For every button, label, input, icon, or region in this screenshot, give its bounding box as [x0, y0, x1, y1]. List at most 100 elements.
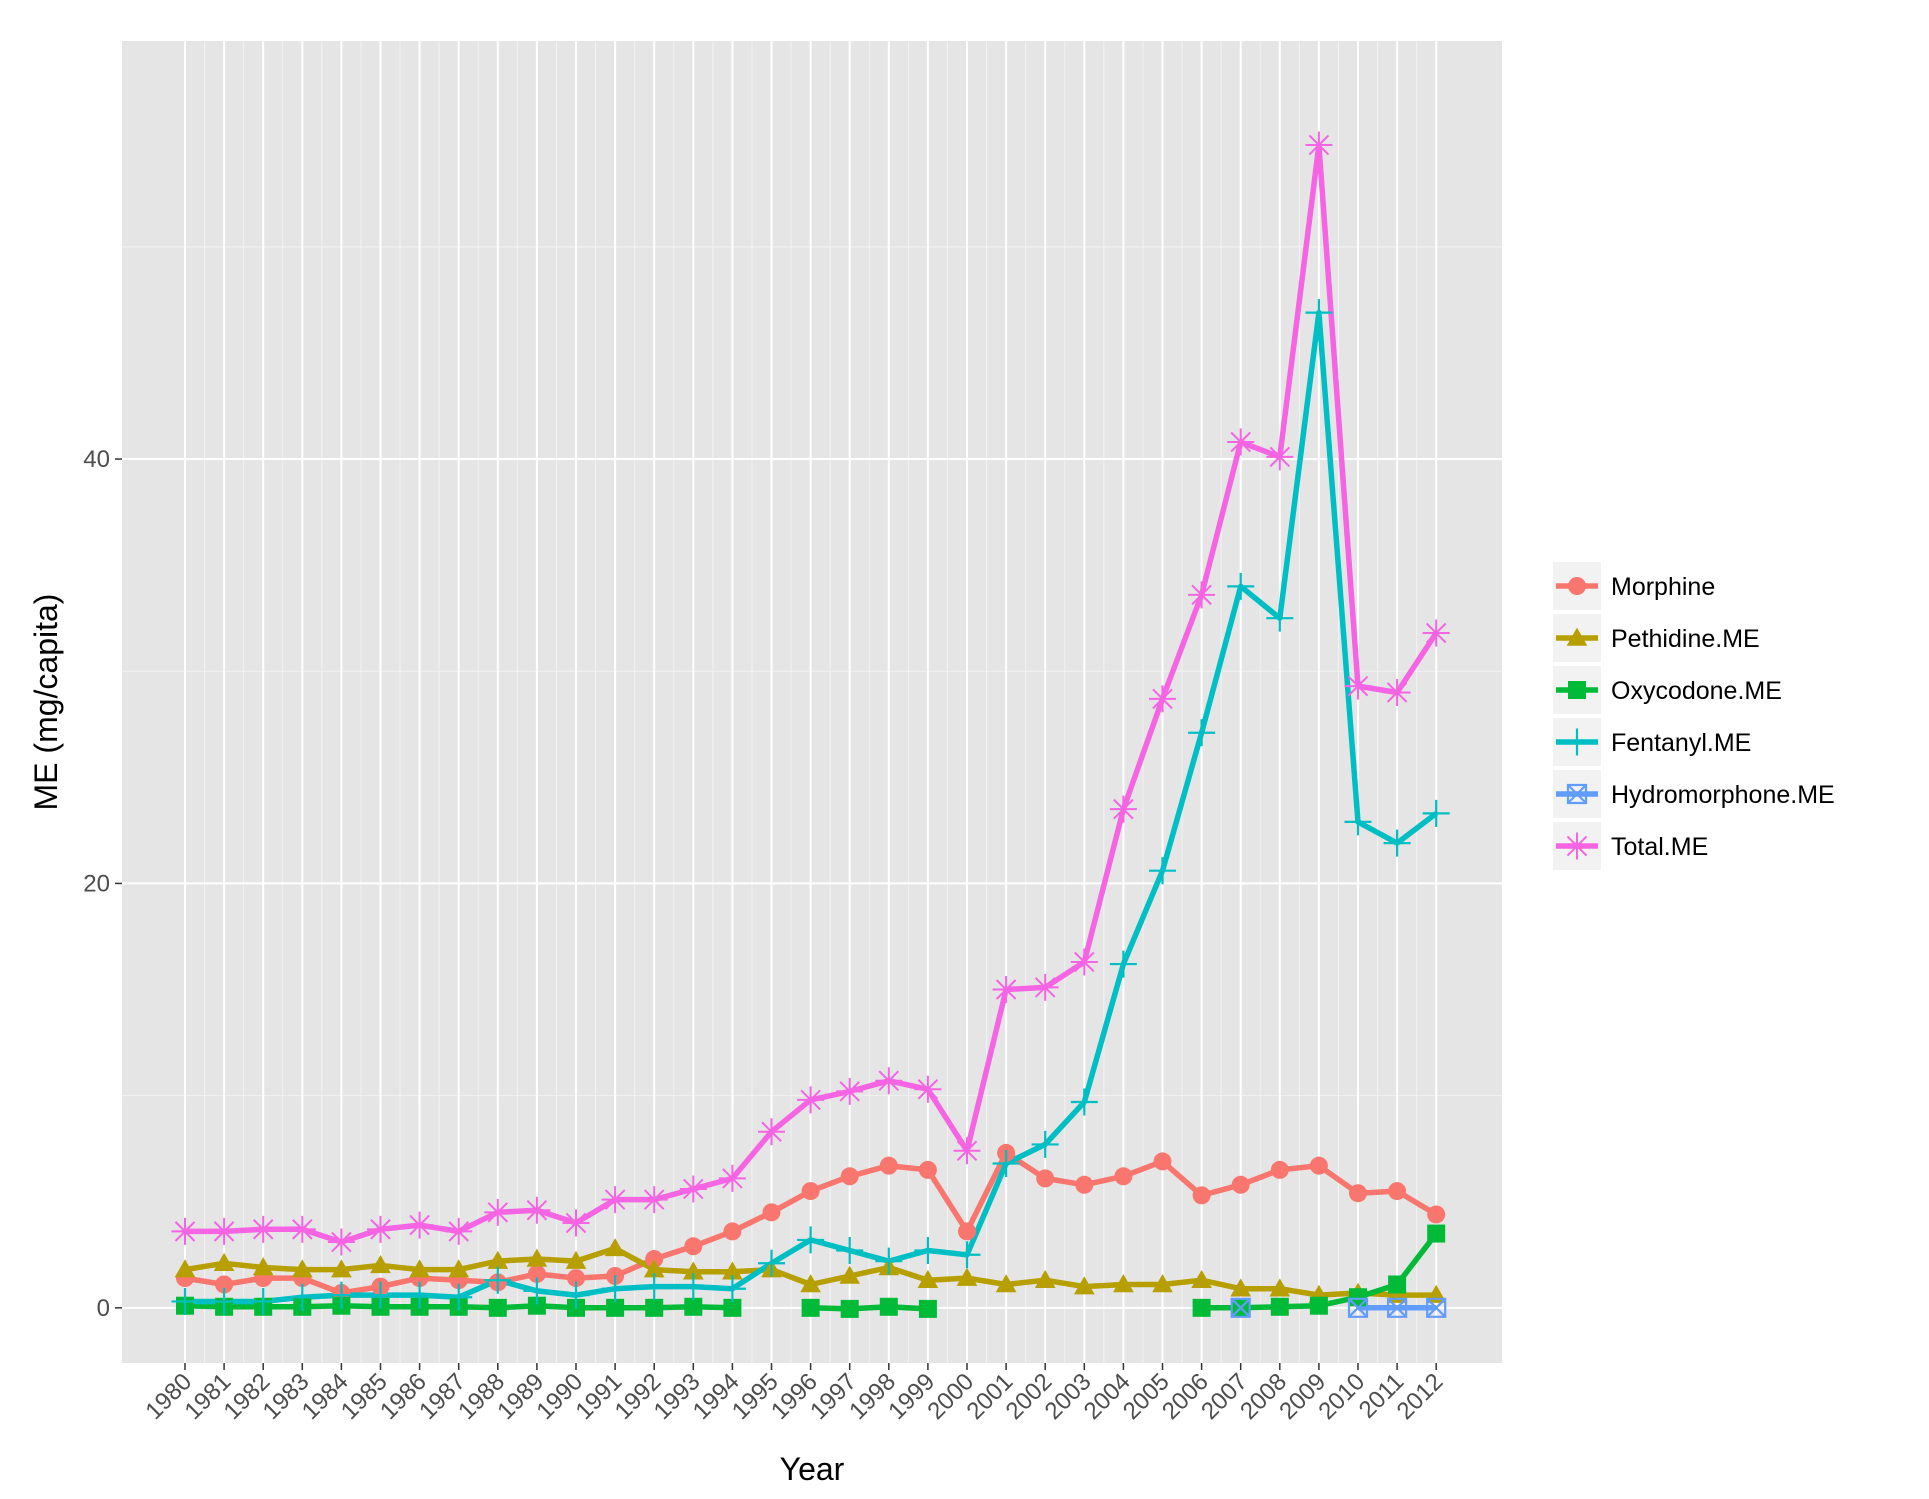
point-marker — [488, 1298, 507, 1317]
point-marker — [1075, 1175, 1094, 1194]
point-marker — [174, 1259, 196, 1278]
point-marker — [992, 1150, 1020, 1178]
point-marker — [1566, 627, 1588, 646]
point-marker — [1422, 799, 1450, 827]
point-marker — [215, 1275, 234, 1294]
point-marker — [1153, 1152, 1172, 1171]
point-marker — [643, 1259, 665, 1278]
point-marker — [1388, 1275, 1407, 1294]
point-marker — [953, 1241, 981, 1269]
legend-label: Total.ME — [1611, 833, 1708, 861]
point-marker — [1347, 1297, 1369, 1318]
point-marker — [879, 1156, 898, 1175]
series-line-oxycodone-me — [810, 1304, 929, 1312]
point-marker — [797, 1226, 825, 1254]
point-marker — [527, 1264, 546, 1283]
point-marker — [645, 1250, 664, 1269]
point-marker — [526, 1248, 548, 1267]
legend-label: Fentanyl.ME — [1611, 729, 1751, 757]
point-marker — [840, 1167, 859, 1186]
point-marker — [367, 1281, 394, 1309]
point-marker — [758, 1118, 785, 1146]
point-marker — [487, 1250, 509, 1269]
point-marker — [1427, 1224, 1446, 1243]
point-marker — [1188, 581, 1216, 609]
point-marker — [327, 1281, 355, 1309]
point-marker — [327, 1228, 355, 1256]
point-marker — [1266, 604, 1294, 632]
point-marker — [1349, 1184, 1367, 1203]
series-markers — [171, 131, 1450, 1318]
point-marker — [1269, 1278, 1291, 1297]
point-marker — [1563, 832, 1591, 860]
plot-panel — [122, 41, 1502, 1363]
point-marker — [252, 1257, 274, 1276]
x-axis: 1980198119821983198419851986198719881989… — [140, 1363, 1448, 1425]
point-marker — [1230, 1297, 1251, 1318]
point-marker — [1070, 948, 1098, 976]
point-marker — [1305, 131, 1333, 159]
point-marker — [171, 1217, 199, 1245]
point-marker — [1191, 1269, 1212, 1289]
point-marker — [1427, 1205, 1446, 1224]
point-marker — [171, 1287, 199, 1315]
y-tick-label: 20 — [83, 870, 110, 897]
point-marker — [1109, 950, 1137, 978]
point-marker — [1566, 783, 1588, 805]
point-marker — [1152, 1274, 1173, 1293]
point-marker — [836, 1077, 864, 1105]
point-marker — [914, 1237, 942, 1265]
point-marker — [1422, 619, 1450, 647]
point-marker — [679, 1175, 707, 1203]
point-marker — [562, 1281, 590, 1309]
point-marker — [995, 1274, 1017, 1293]
point-marker — [836, 1237, 864, 1265]
point-marker — [1114, 1167, 1133, 1186]
point-marker — [1031, 973, 1059, 1001]
point-marker — [1383, 829, 1411, 857]
point-marker — [645, 1298, 664, 1317]
point-marker — [1188, 719, 1216, 747]
x-tick-label: 2012 — [1392, 1368, 1449, 1425]
point-marker — [958, 1222, 976, 1241]
point-marker — [879, 1297, 898, 1316]
point-marker — [918, 1160, 937, 1179]
y-tick-label: 40 — [83, 446, 110, 473]
point-marker — [1227, 428, 1255, 456]
point-marker — [1309, 1156, 1328, 1175]
grid-minor — [122, 41, 1502, 1363]
point-marker — [527, 1296, 546, 1315]
point-marker — [684, 1297, 703, 1316]
point-marker — [606, 1298, 625, 1317]
point-marker — [801, 1182, 820, 1201]
point-marker — [1568, 577, 1586, 595]
point-marker — [601, 1186, 629, 1214]
point-marker — [1070, 1088, 1098, 1116]
point-marker — [601, 1275, 629, 1303]
point-marker — [249, 1215, 277, 1243]
point-marker — [448, 1259, 470, 1278]
point-marker — [1349, 1288, 1367, 1307]
point-marker — [484, 1266, 512, 1294]
point-marker — [213, 1252, 235, 1272]
point-marker — [956, 1267, 978, 1286]
point-marker — [523, 1196, 551, 1224]
point-marker — [1305, 299, 1333, 327]
point-marker — [762, 1203, 781, 1222]
point-marker — [875, 1067, 903, 1095]
point-marker — [914, 1075, 942, 1103]
legend-label: Hydromorphone.ME — [1611, 781, 1835, 809]
point-marker — [1387, 1297, 1408, 1318]
y-axis: 0 20 40 — [83, 446, 122, 1322]
point-marker — [1266, 443, 1294, 471]
point-marker — [682, 1261, 704, 1280]
legend-label: Morphine — [1611, 573, 1715, 601]
point-marker — [1036, 1169, 1055, 1188]
point-marker — [445, 1217, 473, 1245]
point-marker — [718, 1164, 746, 1192]
point-marker — [640, 1273, 668, 1301]
point-marker — [445, 1283, 473, 1311]
point-marker — [797, 1086, 825, 1114]
point-marker — [1113, 1274, 1134, 1293]
point-marker — [367, 1215, 394, 1243]
